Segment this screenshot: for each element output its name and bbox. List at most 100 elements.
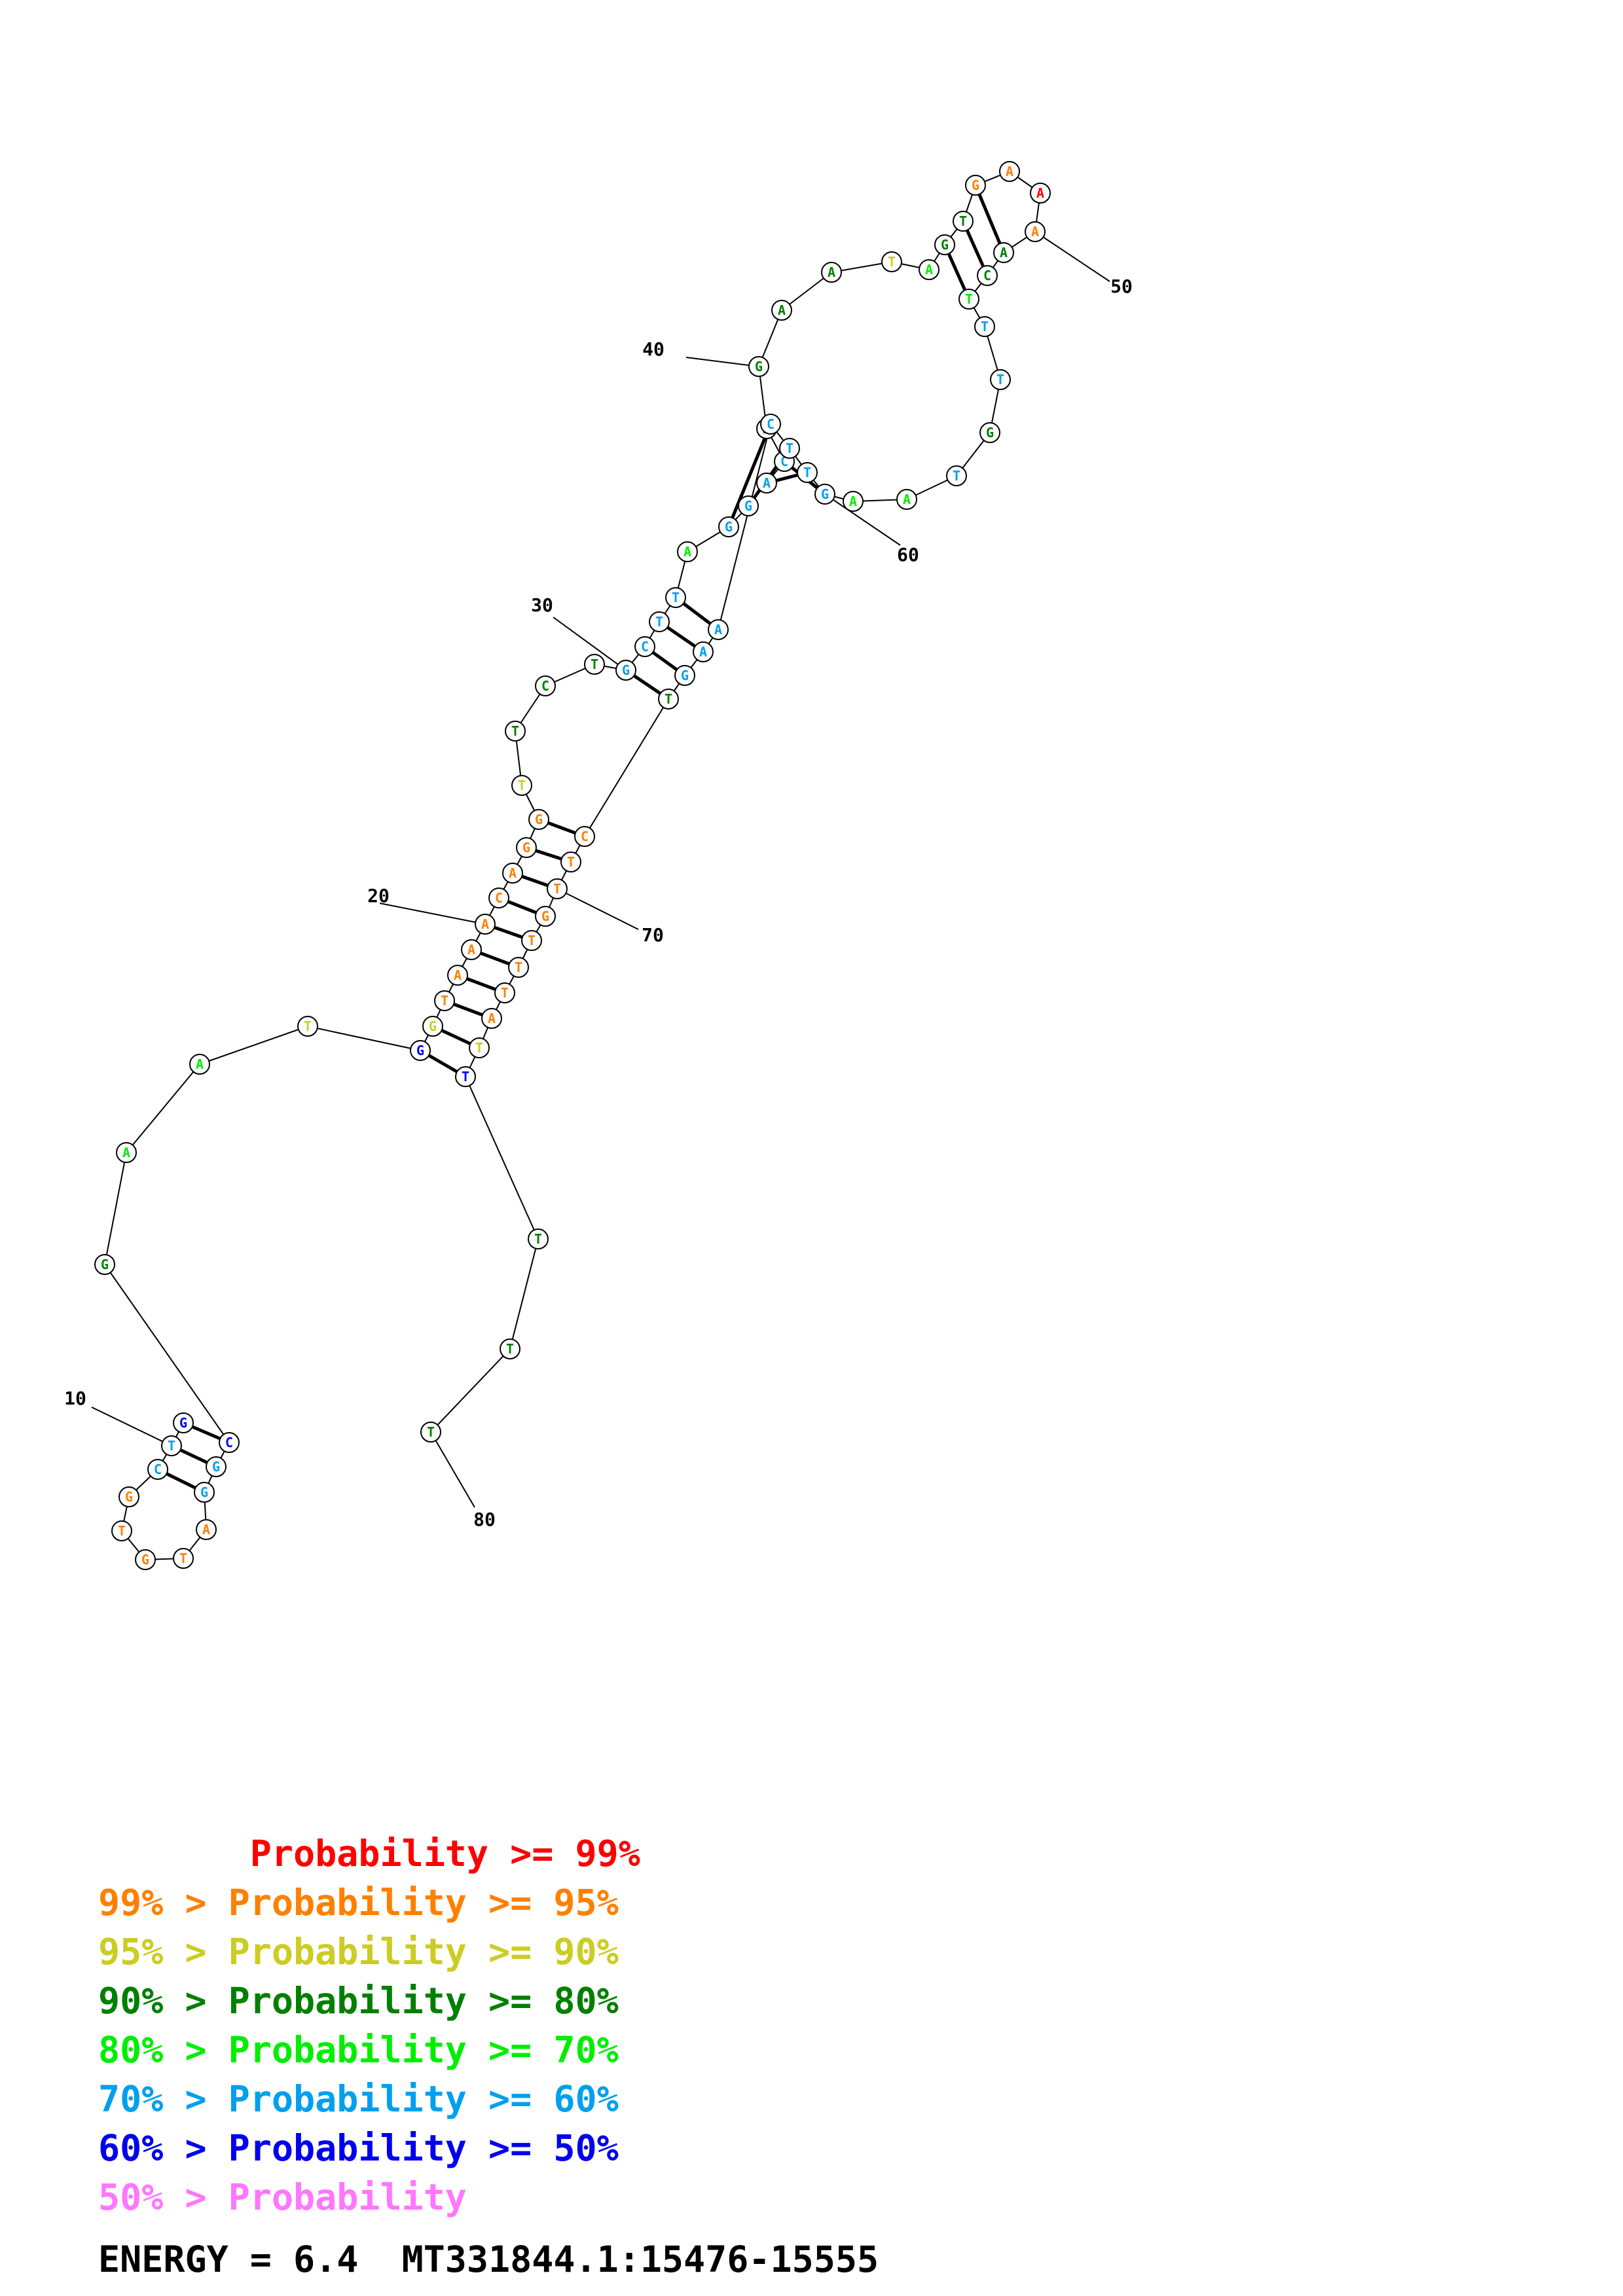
nucleotide-base: T (518, 778, 526, 793)
nucleotide-base: A (488, 1011, 496, 1026)
nucleotide: T (173, 1548, 194, 1569)
backbone-segment (126, 1064, 200, 1153)
nucleotide-base: T (427, 1424, 435, 1440)
nucleotide: T (508, 957, 529, 978)
nucleotide-base: T (553, 881, 561, 897)
nucleotide-circle (475, 914, 496, 935)
nucleotide: G (94, 1254, 115, 1275)
nucleotide-base: G (972, 177, 979, 193)
nucleotide-base: T (959, 213, 967, 229)
tick-line (553, 617, 627, 671)
nucleotide-circle (508, 957, 529, 978)
nucleotide: A (189, 1054, 210, 1075)
nucleotide-circle (738, 495, 759, 516)
nucleotide-base: G (681, 668, 689, 683)
nucleotide-base: G (179, 1415, 187, 1431)
nucleotide: G (194, 1482, 215, 1503)
nucleotide-circle (881, 251, 902, 272)
nucleotide-circle (94, 1254, 115, 1275)
nucleotide-circle (147, 1459, 168, 1480)
nucleotide-circle (119, 1486, 139, 1507)
nucleotide-circle (488, 888, 509, 908)
legend-entry: 60% > Probability >= 50% (98, 2127, 619, 2169)
nucleotide: C (760, 414, 781, 435)
nucleotide-circle (410, 1040, 431, 1061)
nucleotide-circle (748, 356, 769, 377)
nucleotide-base: T (591, 656, 598, 672)
backbone-segment (104, 1152, 127, 1265)
nucleotide: T (665, 587, 686, 608)
nucleotide-circle (756, 473, 777, 493)
nucleotide-circle (161, 1435, 182, 1456)
nucleotide: A (919, 259, 939, 280)
nucleotide-base: A (481, 916, 489, 932)
nucleotide: T (297, 1016, 318, 1037)
nucleotide-circle (974, 316, 995, 337)
nucleotide: A (677, 541, 698, 562)
tick-line (379, 903, 486, 925)
nucleotide: G (206, 1456, 227, 1477)
nucleotide-circle (999, 161, 1020, 182)
nucleotide: T (797, 462, 818, 483)
nucleotide-circle (946, 465, 967, 486)
nucleotide-base: G (744, 498, 752, 514)
nucleotide-base: G (541, 908, 549, 924)
tick-line (91, 1407, 172, 1446)
nucleotide-circle (516, 837, 537, 858)
nucleotide: T (658, 689, 679, 709)
nucleotide: C (574, 826, 595, 847)
nucleotide: G (410, 1040, 431, 1061)
nucleotide-base: A (1031, 224, 1039, 240)
nucleotide-base: T (528, 933, 536, 948)
nucleotide-base: A (509, 865, 517, 881)
nucleotide: A (756, 473, 777, 493)
tick-label: 60 (897, 544, 919, 565)
nucleotide-base: G (141, 1552, 149, 1568)
nucleotide: A (693, 641, 714, 662)
nucleotide: G (674, 665, 695, 686)
nucleotide-circle (206, 1456, 227, 1477)
backbone-segment (199, 1026, 308, 1065)
energy-label: ENERGY = 6.4 MT331844.1:15476-15555 (98, 2238, 879, 2280)
nucleotide-circle (219, 1432, 240, 1453)
nucleotide-base: A (714, 622, 722, 637)
nucleotide: A (999, 161, 1020, 182)
base-pair-bond (727, 423, 773, 528)
nucleotide: T (500, 1338, 520, 1359)
nucleotide-circle (993, 242, 1014, 263)
nucleotide-circle (547, 878, 568, 899)
nucleotide-circle (574, 826, 595, 847)
tick-line (685, 357, 759, 367)
nucleotide-circle (297, 1016, 318, 1037)
nucleotide-base: G (101, 1257, 109, 1272)
nucleotide-circle (934, 234, 955, 255)
nucleotide-circle (977, 265, 998, 286)
nucleotide: G (965, 175, 986, 196)
backbone-segment (104, 1264, 230, 1443)
nucleotide-base: A (1006, 164, 1013, 179)
nucleotide: T (161, 1435, 182, 1456)
nucleotide-circle (634, 636, 655, 657)
backbone-segment (307, 1026, 421, 1051)
nucleotide: A (1025, 221, 1046, 242)
nucleotide: T (494, 982, 515, 1003)
nucleotide-circle (958, 289, 979, 310)
nucleotide-circle (135, 1549, 156, 1570)
nucleotide-circle (919, 259, 939, 280)
legend-entry: 99% > Probability >= 95% (98, 1882, 619, 1924)
nucleotide-base: G (725, 519, 733, 535)
nucleotide-base: T (475, 1040, 483, 1056)
nucleotide-circle (196, 1519, 217, 1540)
nucleotide-circle (814, 484, 835, 505)
nucleotide: A (475, 914, 496, 935)
nucleotide: A (993, 242, 1014, 263)
nucleotide-circle (896, 489, 917, 510)
nucleotide-base: A (684, 544, 691, 560)
nucleotide-base: G (522, 840, 530, 855)
nucleotide-circle (455, 1066, 476, 1087)
nucleotide: C (634, 636, 655, 657)
nucleotide: T (974, 316, 995, 337)
nucleotide-base: G (821, 486, 829, 502)
nucleotide-circle (693, 641, 714, 662)
nucleotide-base: A (763, 475, 771, 491)
